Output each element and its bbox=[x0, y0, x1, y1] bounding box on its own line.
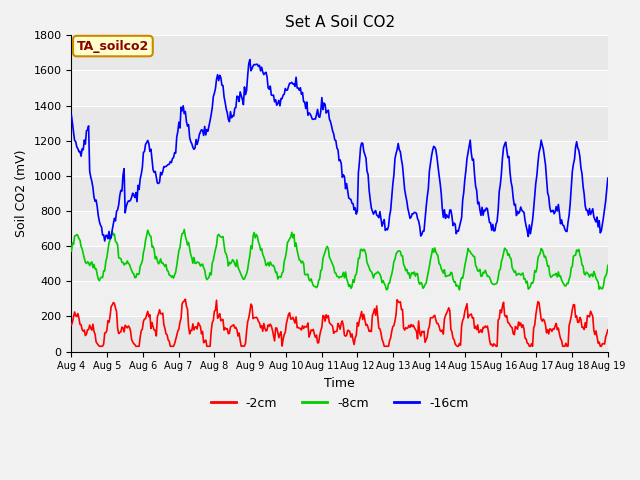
Legend: -2cm, -8cm, -16cm: -2cm, -8cm, -16cm bbox=[206, 392, 474, 415]
Bar bbox=[72, 211, 608, 246]
Bar bbox=[72, 141, 608, 176]
Y-axis label: Soil CO2 (mV): Soil CO2 (mV) bbox=[15, 150, 28, 237]
Title: Set A Soil CO2: Set A Soil CO2 bbox=[285, 15, 395, 30]
Bar bbox=[72, 71, 608, 106]
Bar bbox=[72, 281, 608, 316]
Text: TA_soilco2: TA_soilco2 bbox=[77, 39, 149, 53]
X-axis label: Time: Time bbox=[324, 377, 355, 390]
